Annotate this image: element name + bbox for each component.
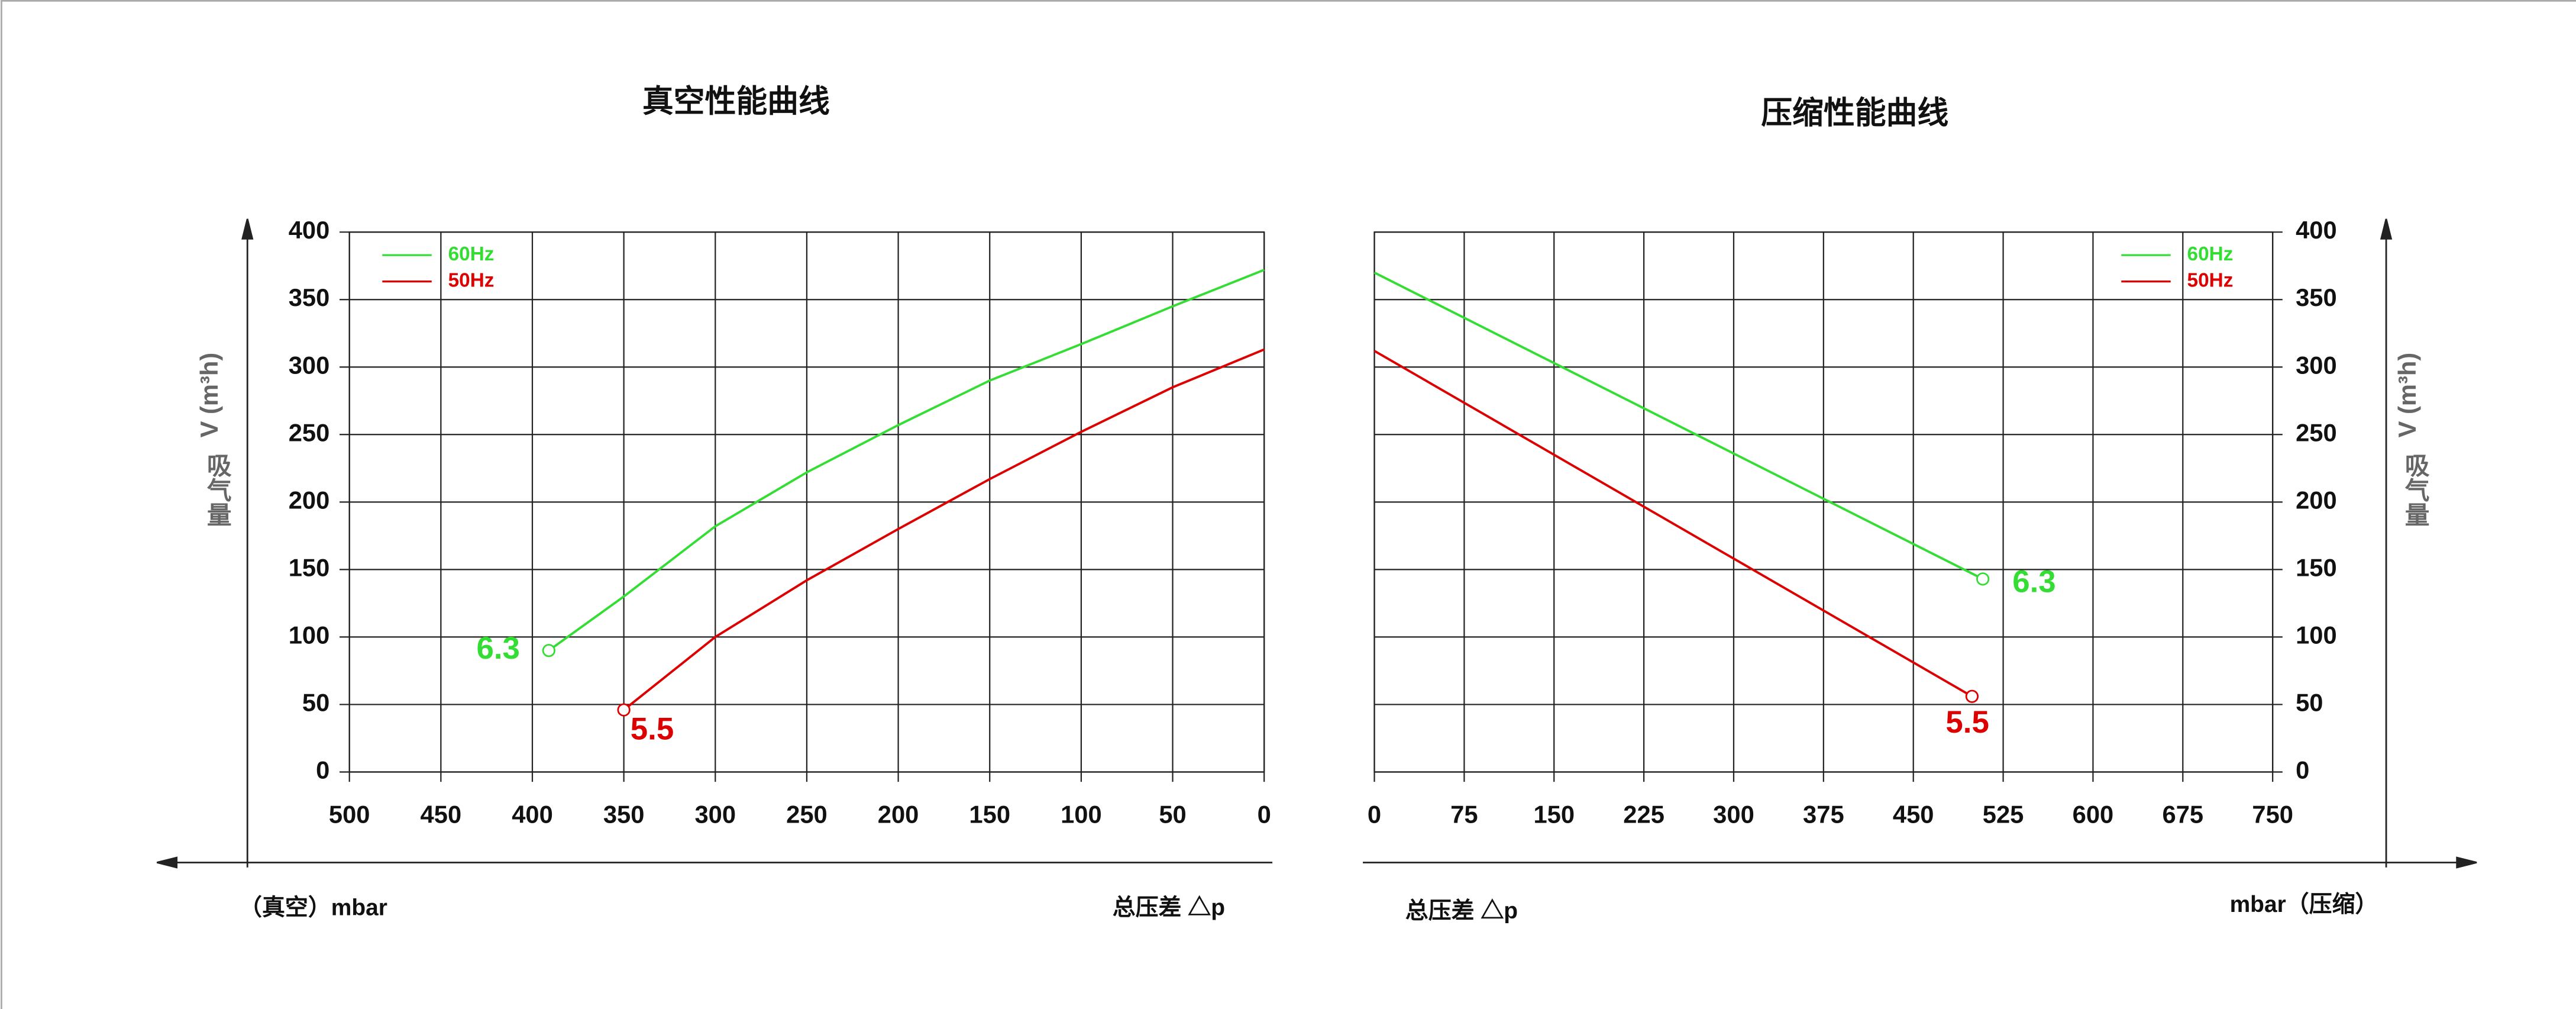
x-tick-label: 300 xyxy=(694,801,736,829)
x-tick-label: 400 xyxy=(512,801,553,829)
y-tick-label: 300 xyxy=(289,351,330,379)
y-axis-note: 吸气量 xyxy=(2402,453,2430,527)
y-tick-label: 200 xyxy=(2296,486,2337,514)
x-tick-label: 0 xyxy=(1258,801,1271,829)
x-tick-label: 225 xyxy=(1623,801,1664,829)
x-tick-label: 350 xyxy=(603,801,645,829)
y-tick-label: 150 xyxy=(289,553,330,581)
chart-title: 真空性能曲线 xyxy=(642,84,830,119)
x-tick-label: 150 xyxy=(1533,801,1575,829)
x-tick-label: 450 xyxy=(1893,801,1934,829)
x-tick-label: 75 xyxy=(1450,801,1478,829)
legend-label: 60Hz xyxy=(448,243,494,265)
x-axis-note: 总压差 △p xyxy=(1405,898,1518,924)
y-axis-label: V (m³h) xyxy=(195,353,223,438)
x-tick-label: 300 xyxy=(1713,801,1754,829)
series-line xyxy=(623,348,1265,711)
x-axis-label: （真空）mbar xyxy=(239,895,387,920)
y-axis-label: V (m³h) xyxy=(2393,353,2421,438)
x-tick-label: 750 xyxy=(2252,801,2293,829)
x-tick-label: 600 xyxy=(2073,801,2114,829)
x-tick-label: 500 xyxy=(329,801,370,829)
y-tick-label: 400 xyxy=(289,216,330,244)
end-marker xyxy=(542,644,555,657)
y-tick-label: 350 xyxy=(289,283,330,311)
x-axis-label: mbar（压缩） xyxy=(2230,892,2378,917)
chart-title: 压缩性能曲线 xyxy=(1761,96,1948,131)
annotation: 6.3 xyxy=(476,631,519,666)
legend-label: 50Hz xyxy=(2187,269,2234,291)
y-tick-label: 250 xyxy=(289,418,330,446)
axis-arrows xyxy=(156,218,2477,869)
legend-label: 60Hz xyxy=(2187,243,2234,265)
x-tick-label: 375 xyxy=(1803,801,1844,829)
x-tick-label: 450 xyxy=(421,801,462,829)
annotation: 5.5 xyxy=(631,712,674,747)
annotation: 5.5 xyxy=(1945,705,1989,740)
y-tick-label: 250 xyxy=(2296,418,2337,446)
y-axis-note: 吸气量 xyxy=(204,453,232,527)
series-line xyxy=(1373,271,1984,581)
x-tick-label: 50 xyxy=(1159,801,1186,829)
end-marker xyxy=(1976,572,1990,586)
end-marker xyxy=(617,703,631,717)
x-tick-label: 675 xyxy=(2163,801,2204,829)
y-tick-label: 50 xyxy=(2296,688,2323,716)
x-tick-label: 150 xyxy=(969,801,1010,829)
annotation: 6.3 xyxy=(2012,565,2055,599)
end-marker xyxy=(1965,689,1979,703)
y-tick-label: 100 xyxy=(289,621,330,649)
y-tick-label: 0 xyxy=(316,756,329,784)
x-tick-label: 200 xyxy=(878,801,919,829)
x-tick-label: 100 xyxy=(1061,801,1102,829)
series-line xyxy=(1373,350,1973,698)
x-tick-label: 250 xyxy=(786,801,828,829)
plot-frame xyxy=(1373,231,2274,773)
plot-frame xyxy=(348,231,1265,773)
y-tick-label: 50 xyxy=(302,688,329,716)
y-tick-label: 300 xyxy=(2296,351,2337,379)
y-tick-label: 200 xyxy=(289,486,330,514)
y-tick-label: 0 xyxy=(2296,756,2309,784)
y-tick-label: 400 xyxy=(2296,216,2337,244)
x-tick-label: 525 xyxy=(1983,801,2024,829)
x-tick-label: 0 xyxy=(1368,801,1381,829)
x-axis-note: 总压差 △p xyxy=(1113,895,1225,920)
legend-label: 50Hz xyxy=(448,269,494,291)
y-tick-label: 100 xyxy=(2296,621,2337,649)
series-line xyxy=(548,269,1265,652)
y-tick-label: 150 xyxy=(2296,553,2337,581)
y-tick-label: 350 xyxy=(2296,283,2337,311)
